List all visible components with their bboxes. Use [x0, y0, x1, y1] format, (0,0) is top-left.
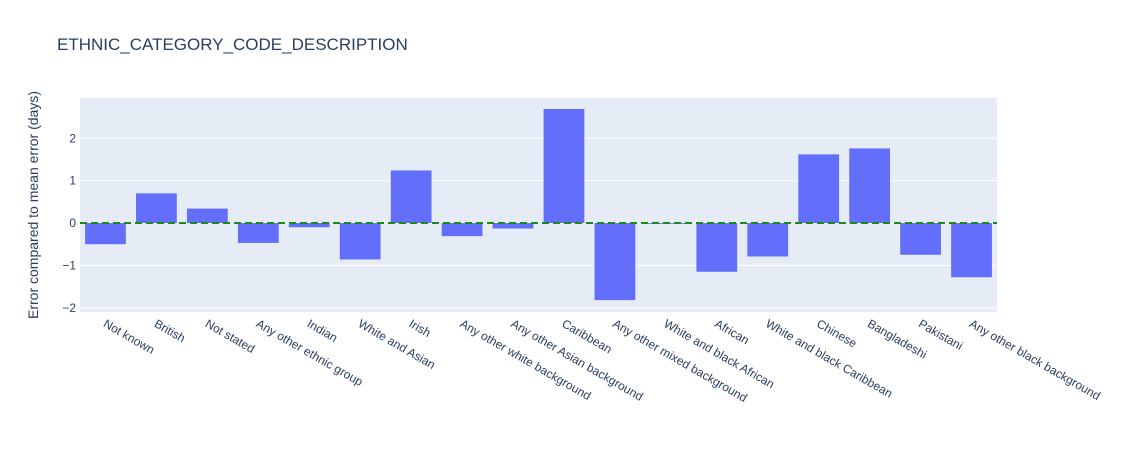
- bar: [85, 223, 126, 245]
- x-tick-label: Any other black background: [967, 316, 1103, 403]
- bar: [594, 223, 636, 301]
- x-tick-label: British: [152, 316, 188, 345]
- bar: [441, 223, 483, 237]
- bar: [492, 223, 534, 229]
- y-tick-label: 0: [69, 216, 76, 230]
- y-axis-title: Error compared to mean error (days): [25, 91, 41, 319]
- plot-area: [80, 98, 997, 312]
- x-tick-label: Indian: [305, 316, 340, 344]
- y-tick-label: −1: [62, 258, 76, 272]
- x-tick-label: Not known: [101, 316, 157, 356]
- bar: [339, 223, 381, 260]
- bar: [186, 208, 228, 224]
- bar: [951, 223, 992, 278]
- bar: [900, 223, 941, 255]
- bar: [747, 223, 789, 257]
- y-tick-label: 2: [69, 131, 76, 145]
- y-tick-label: −2: [62, 301, 76, 315]
- bar: [543, 109, 585, 224]
- bar: [798, 154, 840, 224]
- bar: [696, 223, 738, 272]
- bar: [136, 193, 177, 224]
- y-tick-label: 1: [69, 174, 76, 188]
- bar: [849, 148, 891, 224]
- bar: [237, 223, 279, 243]
- y-axis-ticks: 2 1 0 −1 −2: [62, 131, 76, 315]
- bar: [390, 170, 432, 224]
- chart-title: ETHNIC_CATEGORY_CODE_DESCRIPTION: [57, 35, 408, 54]
- x-tick-label: Not stated: [203, 316, 257, 355]
- x-tick-label: African: [712, 316, 751, 347]
- bars: [85, 109, 992, 301]
- bar: [288, 223, 330, 228]
- x-tick-label: Irish: [407, 316, 434, 339]
